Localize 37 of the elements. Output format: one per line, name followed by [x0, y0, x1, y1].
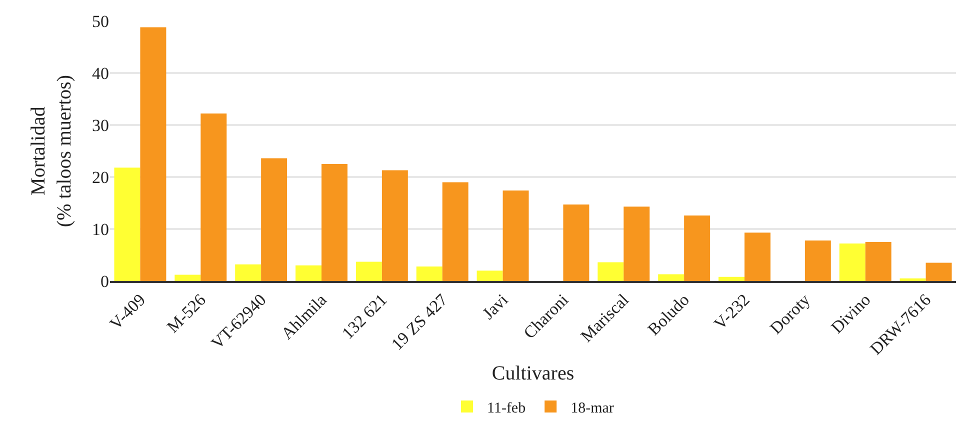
- bar: [261, 158, 288, 281]
- bar: [416, 266, 442, 281]
- bar: [476, 270, 503, 281]
- bar: [200, 114, 227, 281]
- y-tick-label: 30: [92, 116, 109, 135]
- bar: [563, 204, 590, 281]
- x-axis-title: Cultivares: [492, 362, 574, 385]
- x-tick-label: Javi: [478, 290, 512, 324]
- bar: [296, 265, 322, 281]
- bar: [839, 244, 866, 281]
- bar: [684, 215, 710, 281]
- bar: [114, 168, 140, 281]
- y-axis-title: Mortalidad (% taloos muertos): [28, 74, 76, 228]
- bar: [658, 274, 684, 281]
- bar: [804, 240, 831, 281]
- bar: [865, 242, 892, 281]
- bar: [624, 206, 650, 281]
- y-tick-label: 0: [100, 272, 109, 291]
- y-tick-label: 20: [92, 168, 109, 187]
- bar: [744, 232, 770, 281]
- bar: [598, 262, 624, 281]
- y-tick-label: 50: [92, 12, 109, 31]
- legend-label: 18-mar: [570, 400, 614, 416]
- bar: [140, 27, 166, 281]
- bar: [442, 182, 468, 281]
- bar: [322, 164, 348, 281]
- bar: [235, 264, 262, 281]
- bar: [718, 276, 744, 281]
- bar: [900, 278, 926, 281]
- bar: [382, 170, 408, 281]
- legend-label: 11-feb: [487, 400, 526, 416]
- bar: [502, 190, 529, 281]
- y-tick-label: 10: [92, 220, 109, 239]
- bar: [356, 262, 382, 281]
- bar: [174, 274, 201, 281]
- y-tick-label: 40: [92, 64, 109, 83]
- bar: [926, 262, 952, 281]
